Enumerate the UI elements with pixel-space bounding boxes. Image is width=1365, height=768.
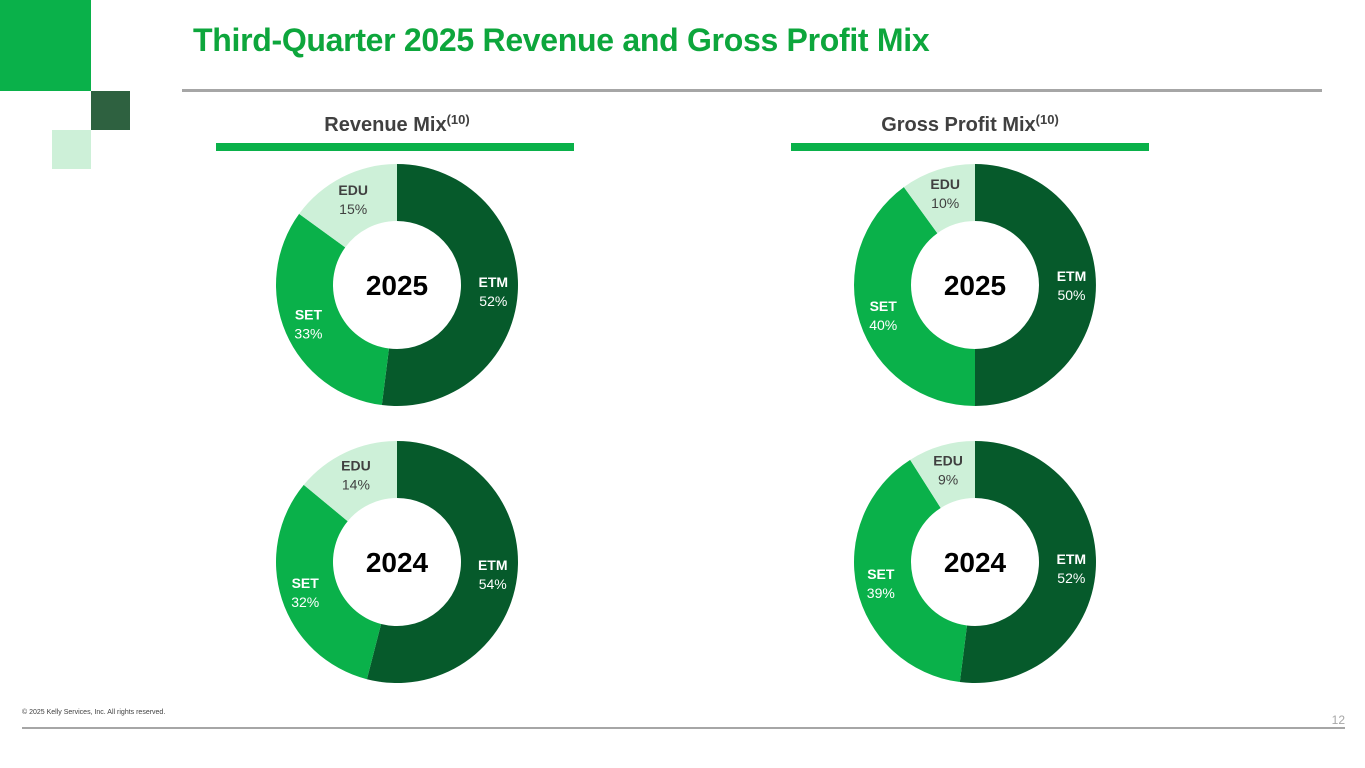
corner-decoration-dark-square (91, 91, 130, 130)
revenue-mix-footnote: (10) (446, 112, 470, 127)
donut-revenue-2025-slice-set (275, 213, 389, 406)
donut-revenue-2025-center-year: 2025 (366, 270, 428, 301)
donut-revenue-2025-label-edu: EDU (338, 182, 368, 198)
revenue-mix-heading-text: Revenue Mix (324, 114, 447, 136)
donut-revenue-2025-value-etm: 52% (479, 293, 507, 309)
title-divider (182, 89, 1322, 92)
corner-decoration-large (0, 0, 91, 91)
donut-gross-profit-2024-value-edu: 9% (938, 471, 958, 487)
copyright-notice: © 2025 Kelly Services, Inc. All rights r… (22, 709, 166, 716)
donut-revenue-2024-slice-edu (303, 441, 397, 522)
donut-gross-profit-2024-label-etm: ETM (1057, 551, 1087, 567)
donut-revenue-2025-slice-edu (299, 164, 397, 248)
gross-profit-mix-footnote: (10) (1035, 112, 1059, 127)
corner-decoration-light-square (52, 130, 91, 169)
donut-revenue-2024-value-etm: 54% (479, 576, 507, 592)
page-title: Third-Quarter 2025 Revenue and Gross Pro… (193, 22, 930, 58)
donut-revenue-2025-value-edu: 15% (339, 201, 367, 217)
donut-gross-profit-2025-slice-set (854, 187, 975, 406)
donut-revenue-2024-value-edu: 14% (342, 477, 370, 493)
donut-revenue-2025-label-etm: ETM (479, 274, 509, 290)
donut-revenue-2025-value-set: 33% (294, 325, 322, 341)
donut-gross-profit-2025: ETM 50% SET 40% EDU 10% 2025 (854, 164, 1096, 406)
donut-gross-profit-2025-slice-edu (903, 164, 975, 234)
donut-gross-profit-2025-value-set: 40% (869, 317, 897, 333)
donut-gross-profit-2025-value-etm: 50% (1057, 287, 1085, 303)
donut-revenue-2024-value-set: 32% (291, 594, 319, 610)
donut-gross-profit-2024-slice-set (854, 459, 967, 683)
donut-revenue-2024-label-etm: ETM (478, 557, 508, 573)
donut-revenue-2024-center-year: 2024 (366, 547, 429, 578)
donut-revenue-2025-slice-etm (381, 164, 518, 406)
donut-gross-profit-2024-slice-edu (910, 441, 975, 508)
footer-divider (22, 727, 1345, 729)
donut-gross-profit-2025-value-edu: 10% (931, 195, 959, 211)
donut-gross-profit-2025-slice-etm (975, 164, 1096, 406)
donut-gross-profit-2024-value-etm: 52% (1057, 570, 1085, 586)
revenue-mix-rule (216, 143, 574, 151)
gross-profit-mix-heading: Gross Profit Mix(10) (790, 112, 1150, 137)
donut-revenue-2024-label-edu: EDU (341, 458, 371, 474)
gross-profit-mix-rule (791, 143, 1149, 151)
donut-gross-profit-2025-label-etm: ETM (1057, 268, 1087, 284)
donut-revenue-2024-slice-set (276, 484, 382, 680)
donut-gross-profit-2024: ETM 52% SET 39% EDU 9% 2024 (854, 441, 1096, 683)
donut-revenue-2024-label-set: SET (292, 575, 320, 591)
donut-gross-profit-2025-center-year: 2025 (944, 270, 1006, 301)
donut-gross-profit-2024-center-year: 2024 (944, 547, 1007, 578)
donut-revenue-2024: ETM 54% SET 32% EDU 14% 2024 (276, 441, 518, 683)
donut-gross-profit-2024-value-set: 39% (867, 585, 895, 601)
donut-revenue-2025-label-set: SET (295, 306, 323, 322)
donut-gross-profit-2025-label-edu: EDU (930, 176, 960, 192)
revenue-mix-heading: Revenue Mix(10) (217, 112, 577, 137)
donut-gross-profit-2024-label-set: SET (867, 566, 895, 582)
gross-profit-mix-heading-text: Gross Profit Mix (881, 114, 1036, 136)
donut-revenue-2024-slice-etm (366, 441, 518, 683)
donut-gross-profit-2025-label-set: SET (870, 298, 898, 314)
donut-revenue-2025: ETM 52% SET 33% EDU 15% 2025 (275, 164, 518, 406)
donut-gross-profit-2024-label-edu: EDU (933, 452, 963, 468)
donut-gross-profit-2024-slice-etm (959, 441, 1096, 683)
page-number: 12 (1331, 713, 1345, 727)
